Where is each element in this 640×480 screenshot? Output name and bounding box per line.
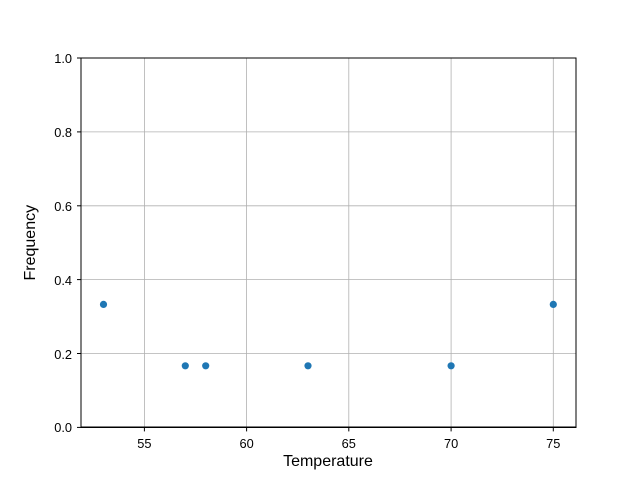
svg-text:Frequency: Frequency <box>22 205 39 281</box>
